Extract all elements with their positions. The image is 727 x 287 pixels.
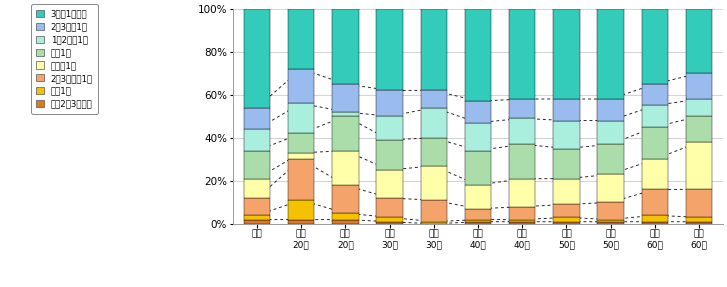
Bar <box>332 9 358 84</box>
Bar <box>553 179 579 204</box>
Bar <box>420 108 447 138</box>
Bar <box>288 220 314 224</box>
Bar <box>465 123 491 151</box>
Bar <box>641 159 668 189</box>
Bar <box>641 84 668 106</box>
Bar <box>377 198 403 218</box>
Bar <box>509 144 536 179</box>
Bar <box>332 151 358 185</box>
Bar <box>509 99 536 119</box>
Bar <box>553 222 579 224</box>
Bar <box>686 73 712 99</box>
Bar <box>244 151 270 179</box>
Bar <box>465 101 491 123</box>
Bar <box>641 105 668 127</box>
Bar <box>465 9 491 101</box>
Bar <box>509 118 536 144</box>
Bar <box>641 9 668 84</box>
Legend: 3年に1回未満, 2～3年に1回, 1～2年に1回, 年に1回, 半年に1回, 2～3カ月に1回, 月に1回, 月に2～3回以上: 3年に1回未満, 2～3年に1回, 1～2年に1回, 年に1回, 半年に1回, … <box>31 4 98 114</box>
Bar <box>686 189 712 218</box>
Bar <box>244 108 270 129</box>
Bar <box>420 166 447 200</box>
Bar <box>465 151 491 185</box>
Bar <box>420 200 447 222</box>
Bar <box>420 138 447 166</box>
Bar <box>553 204 579 218</box>
Bar <box>244 9 270 108</box>
Bar <box>465 209 491 220</box>
Bar <box>288 133 314 153</box>
Bar <box>509 220 536 222</box>
Bar <box>332 185 358 213</box>
Bar <box>332 213 358 220</box>
Bar <box>598 144 624 174</box>
Bar <box>420 222 447 224</box>
Bar <box>465 185 491 209</box>
Bar <box>686 218 712 222</box>
Bar <box>509 207 536 220</box>
Bar <box>332 112 358 116</box>
Bar <box>288 159 314 200</box>
Bar <box>598 9 624 99</box>
Bar <box>686 9 712 73</box>
Bar <box>377 140 403 170</box>
Bar <box>332 116 358 151</box>
Bar <box>377 218 403 222</box>
Bar <box>509 179 536 207</box>
Bar <box>377 90 403 116</box>
Bar <box>244 198 270 215</box>
Bar <box>553 149 579 179</box>
Bar <box>553 218 579 222</box>
Bar <box>598 99 624 121</box>
Bar <box>553 99 579 121</box>
Bar <box>553 121 579 149</box>
Bar <box>598 121 624 144</box>
Bar <box>244 215 270 220</box>
Bar <box>244 179 270 198</box>
Bar <box>465 222 491 224</box>
Bar <box>244 220 270 224</box>
Bar <box>420 9 447 90</box>
Bar <box>377 116 403 140</box>
Bar <box>288 153 314 159</box>
Bar <box>332 220 358 224</box>
Bar <box>598 202 624 220</box>
Bar <box>598 220 624 222</box>
Bar <box>332 84 358 112</box>
Bar <box>553 9 579 99</box>
Bar <box>598 174 624 202</box>
Bar <box>377 222 403 224</box>
Bar <box>288 9 314 69</box>
Bar <box>244 129 270 151</box>
Bar <box>686 116 712 142</box>
Bar <box>641 222 668 224</box>
Bar <box>288 200 314 220</box>
Bar <box>686 222 712 224</box>
Bar <box>686 142 712 189</box>
Bar <box>465 220 491 222</box>
Bar <box>509 222 536 224</box>
Bar <box>641 127 668 159</box>
Bar <box>377 9 403 90</box>
Bar <box>641 215 668 222</box>
Bar <box>377 170 403 198</box>
Bar <box>686 99 712 116</box>
Bar <box>641 189 668 215</box>
Bar <box>288 69 314 103</box>
Bar <box>509 9 536 99</box>
Bar <box>420 90 447 108</box>
Bar <box>598 222 624 224</box>
Bar <box>288 103 314 133</box>
